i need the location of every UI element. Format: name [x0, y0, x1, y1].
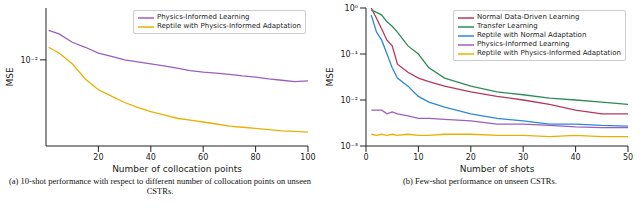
html-text:Normal Data-Driven Learning: Normal Data-Driven Learning: [477, 13, 580, 21]
svg-text:30: 30: [518, 153, 528, 162]
svg-text:40: 40: [571, 153, 581, 162]
svg-text:20: 20: [93, 153, 103, 162]
svg-text:0: 0: [363, 153, 368, 162]
svg-text:Number of collocation points: Number of collocation points: [112, 164, 242, 174]
html-text:(b) Few-shot performance on un: (b) Few-shot performance on unseen CSTRs…: [403, 176, 557, 186]
svg-text:Number of shots: Number of shots: [460, 164, 535, 174]
svg-text:MSE: MSE: [8, 67, 15, 86]
svg-text:10⁻¹: 10⁻¹: [340, 50, 358, 59]
svg-text:10⁻²: 10⁻²: [340, 96, 358, 105]
html-text:Reptile with Normal Adaptation: Reptile with Normal Adaptation: [477, 31, 587, 39]
svg-text:10⁰: 10⁰: [345, 4, 358, 13]
html-text:Reptile with Physics-Informed: Reptile with Physics-Informed Adaptation: [157, 22, 301, 30]
svg-text:60: 60: [198, 153, 208, 162]
svg-text:10⁻²: 10⁻²: [20, 56, 38, 65]
html-text:Physics-Informed Learning: Physics-Informed Learning: [157, 13, 250, 21]
svg-text:10: 10: [413, 153, 423, 162]
svg-text:50: 50: [623, 153, 632, 162]
html-text:Transfer Learning: Transfer Learning: [477, 22, 538, 30]
svg-text:40: 40: [146, 153, 156, 162]
html-text:Reptile with Physics-Informed: Reptile with Physics-Informed Adaptation: [477, 49, 621, 57]
svg-text:10⁻³: 10⁻³: [340, 142, 358, 151]
svg-text:MSE: MSE: [325, 67, 335, 86]
html-text:(a) 10-shot performance with r: (a) 10-shot performance with respect to …: [9, 176, 311, 196]
svg-text:100: 100: [300, 153, 315, 162]
svg-text:80: 80: [251, 153, 261, 162]
svg-text:20: 20: [466, 153, 476, 162]
html-text:Physics-Informed Learning: Physics-Informed Learning: [477, 40, 570, 48]
